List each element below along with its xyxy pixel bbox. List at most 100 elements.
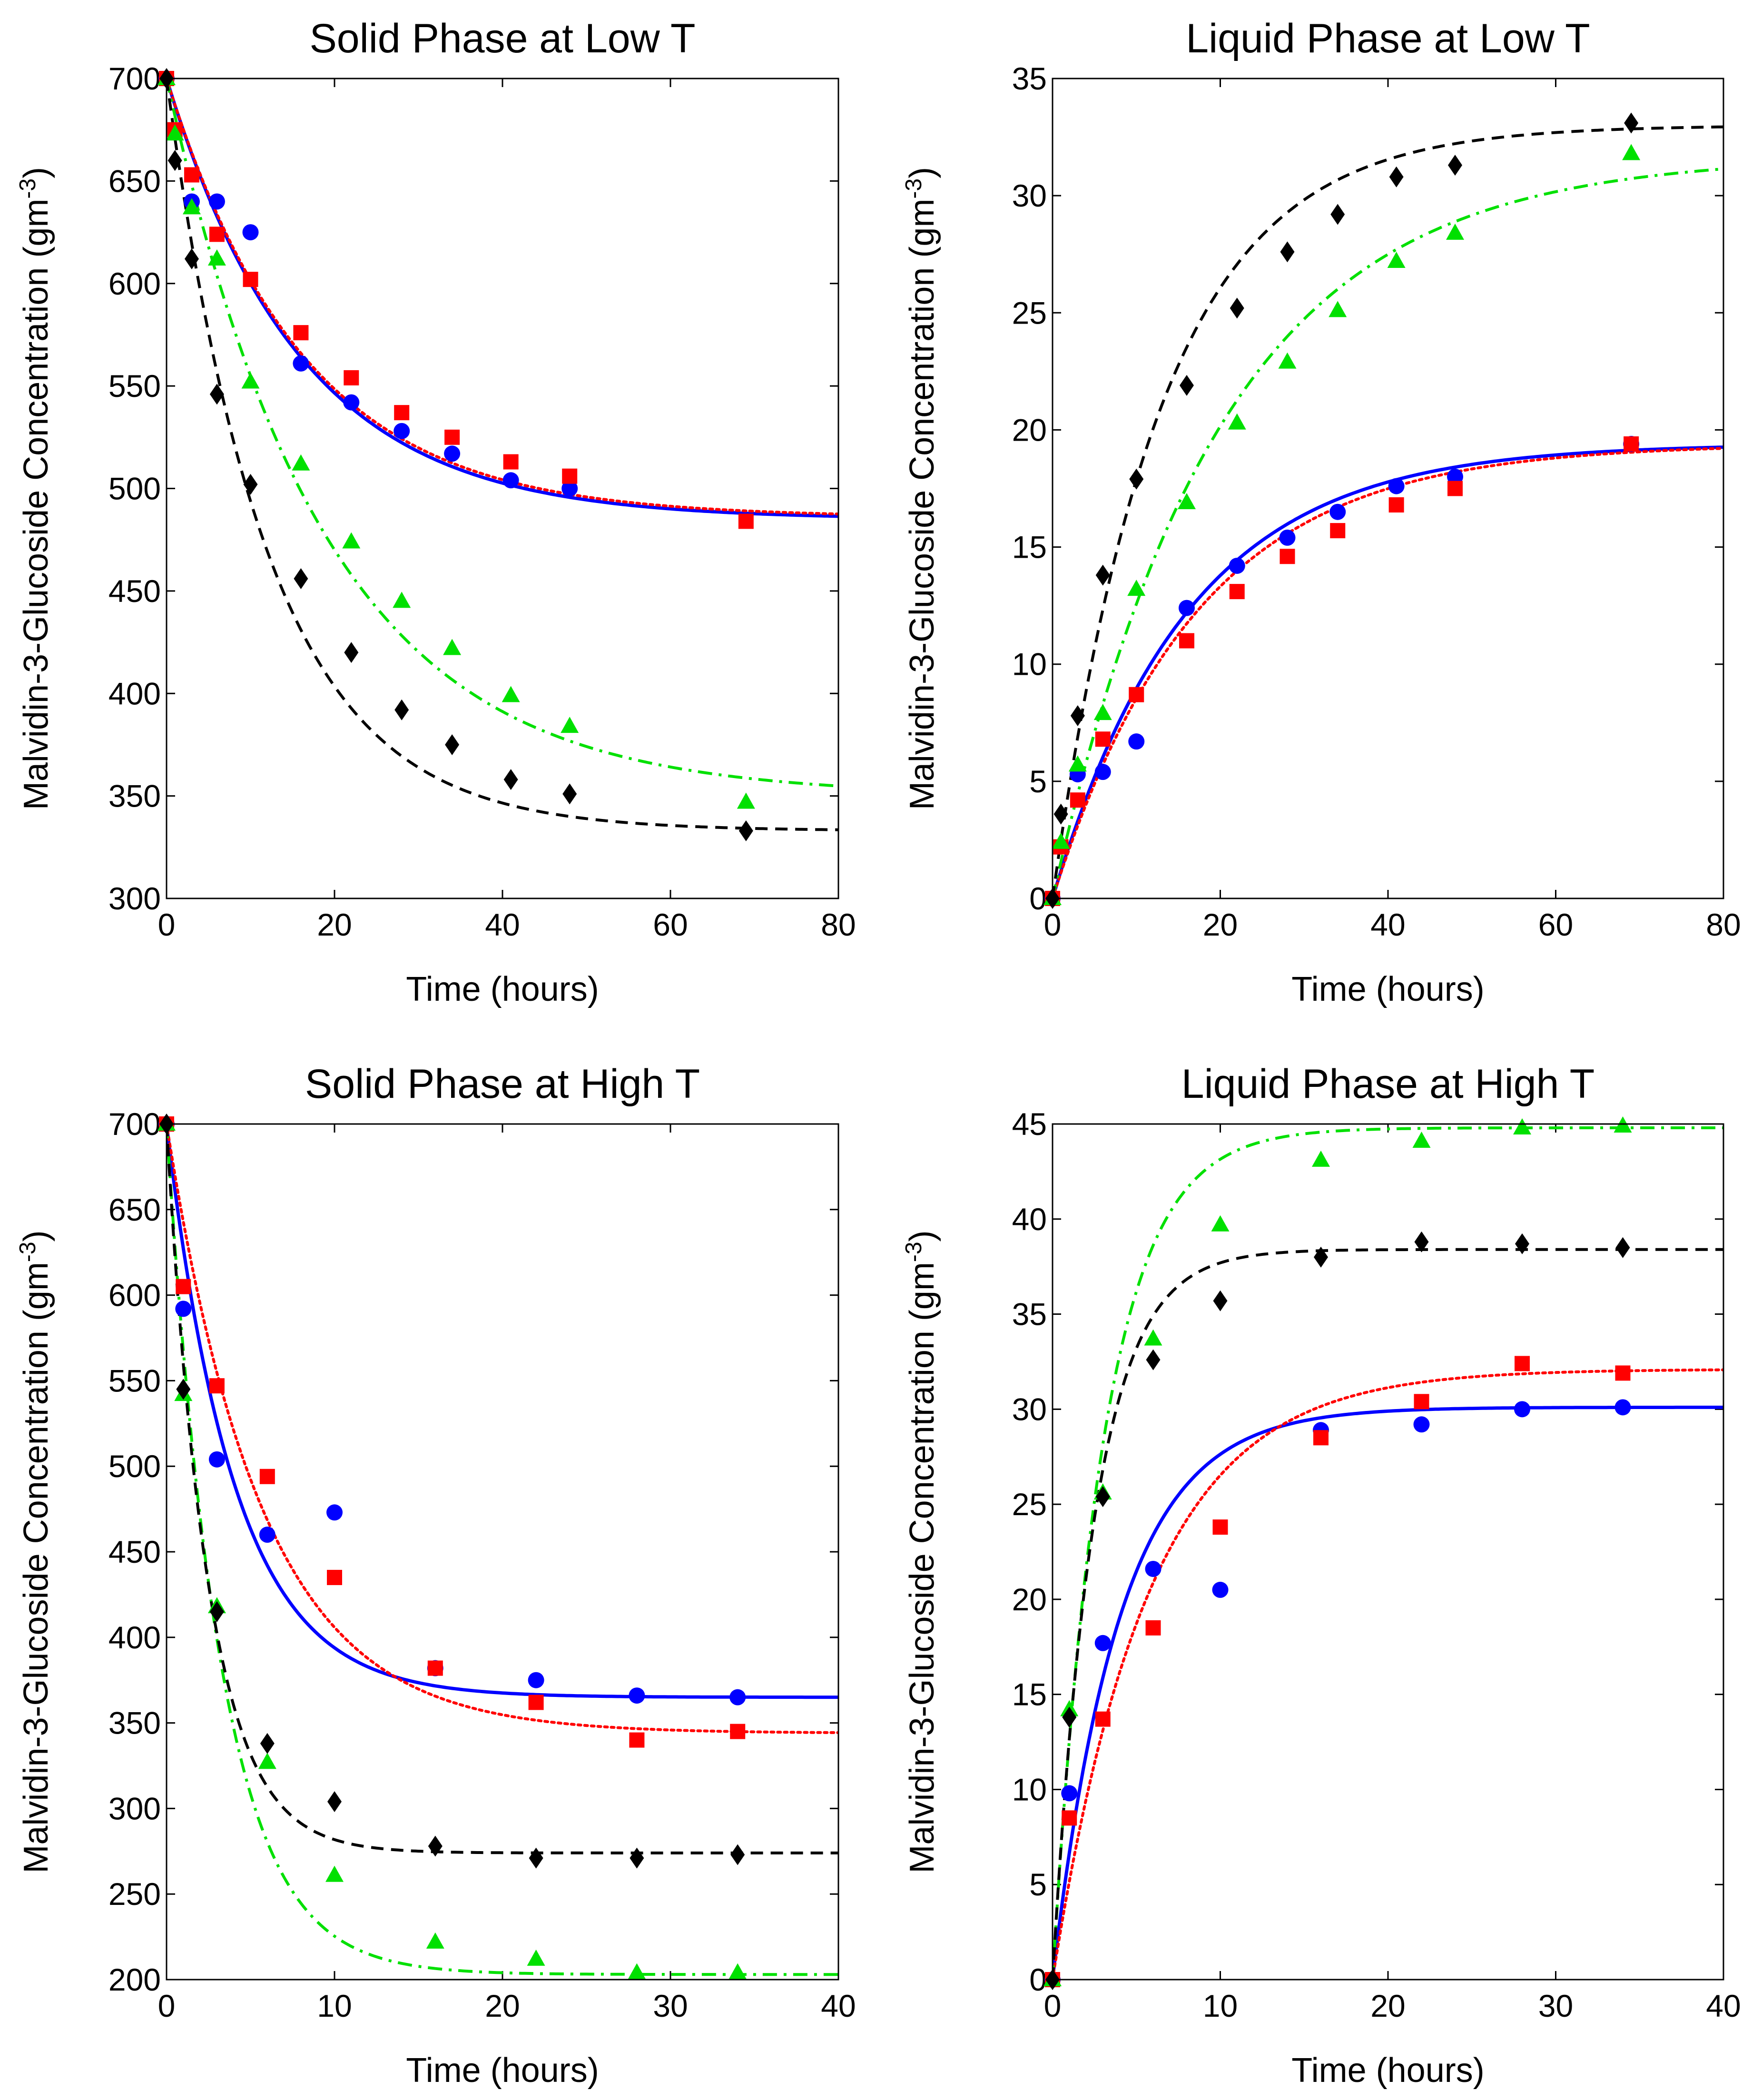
data-point-red [209, 227, 225, 242]
data-point-red [1515, 1356, 1530, 1371]
data-point-green [1211, 1215, 1230, 1232]
data-point-blue [175, 1301, 192, 1317]
data-point-red [629, 1732, 645, 1748]
data-point-black [243, 473, 258, 495]
data-point-green [1278, 352, 1297, 369]
data-point-black [1180, 375, 1194, 396]
y-tick-label: 300 [108, 1791, 161, 1826]
data-point-red [1062, 1810, 1077, 1826]
data-point-black [1230, 297, 1244, 319]
data-point-blue [1179, 600, 1195, 616]
data-point-green [1178, 493, 1196, 510]
data-point-blue [208, 193, 225, 210]
y-tick-label: 400 [108, 676, 161, 711]
fit-curve-green [167, 79, 838, 788]
panel-solid-low-t: Solid Phase at Low T Time (hours) Malvidin… [15, 16, 856, 1008]
x-tick-label: 20 [1370, 1988, 1405, 2023]
data-point-green [561, 717, 579, 733]
data-point-blue [1447, 468, 1463, 485]
data-point-black [1213, 1290, 1228, 1311]
data-point-green [207, 249, 226, 266]
y-tick-label: 0 [1029, 1962, 1047, 1997]
y-tick-label: 600 [108, 266, 161, 301]
data-point-red [1280, 549, 1295, 564]
data-point-red [738, 513, 754, 529]
series-green-markers [1043, 1116, 1632, 1986]
fit-curve-black [167, 79, 838, 831]
data-point-green [1052, 832, 1070, 849]
data-point-red [1388, 497, 1404, 513]
y-axis-label: Malvidin-3-Glucoside Concentration (gm-3… [15, 167, 55, 810]
data-point-blue [293, 355, 309, 372]
fit-curve-black [167, 1124, 838, 1854]
y-axis-label-close: ) [17, 167, 55, 178]
y-axis-label-main: Malvidin-3-Glucoside Concentration (gm [903, 199, 941, 810]
fit-curve-blue [167, 1124, 838, 1699]
fit-curve-red [1053, 447, 1723, 898]
y-tick-label: 15 [1012, 530, 1047, 565]
panel-liquid-high-t: Liquid Phase at High T Time (hours) Malvid… [901, 1061, 1741, 2090]
data-point-blue [1229, 557, 1245, 574]
data-point-black [503, 769, 518, 790]
data-point-red [1179, 633, 1194, 649]
data-point-blue [444, 445, 461, 462]
data-point-red [1145, 1620, 1161, 1636]
x-tick-label: 60 [1538, 907, 1573, 942]
data-point-green [737, 792, 755, 809]
y-tick-label: 450 [108, 1534, 161, 1569]
series-red-markers [1045, 1356, 1631, 1987]
data-point-red [503, 454, 519, 470]
data-point-black [428, 1835, 443, 1857]
data-point-green [502, 686, 520, 702]
data-point-blue [259, 1527, 276, 1543]
y-tick-label: 350 [108, 779, 161, 814]
fit-curve-black [1053, 125, 1723, 898]
data-point-red [528, 1695, 544, 1710]
data-point-blue [326, 1504, 343, 1521]
x-tick-label: 0 [158, 1988, 176, 2023]
data-point-black [1515, 1233, 1529, 1254]
y-tick-label: 300 [108, 881, 161, 916]
y-tick-label: 5 [1029, 764, 1047, 799]
data-point-green [628, 1963, 646, 1980]
x-tick-label: 40 [485, 907, 520, 942]
data-point-blue [1094, 764, 1111, 780]
data-point-black [1615, 1237, 1630, 1258]
x-tick-label: 20 [317, 907, 352, 942]
fit-curve-green [1053, 167, 1723, 898]
y-tick-label: 10 [1012, 647, 1047, 682]
data-point-black [176, 1379, 191, 1400]
data-point-red [184, 167, 199, 183]
data-point-blue [1514, 1401, 1530, 1418]
data-point-green [1312, 1150, 1330, 1167]
data-point-blue [561, 480, 578, 497]
y-tick-label: 20 [1012, 412, 1047, 447]
data-point-red [427, 1660, 443, 1676]
data-point-black [630, 1847, 644, 1869]
data-point-red [1615, 1365, 1631, 1381]
x-tick-label: 60 [653, 907, 688, 942]
data-point-black [1624, 112, 1639, 134]
data-point-black [209, 1601, 224, 1622]
y-tick-label: 35 [1012, 61, 1047, 96]
x-tick-label: 20 [485, 1988, 520, 2023]
data-point-blue [1061, 1785, 1078, 1802]
data-point-green [325, 1865, 344, 1882]
data-point-black [1448, 155, 1462, 176]
data-point-red [176, 1279, 191, 1294]
data-point-green [342, 532, 361, 549]
data-point-red [1330, 523, 1346, 539]
data-point-red [327, 1569, 342, 1585]
data-point-green [1513, 1118, 1531, 1134]
data-point-blue [242, 224, 259, 241]
y-tick-label: 40 [1012, 1202, 1047, 1237]
data-point-red [1624, 436, 1639, 452]
data-point-black [184, 248, 199, 270]
data-point-black [1414, 1231, 1429, 1252]
data-point-blue [394, 423, 410, 439]
x-tick-label: 0 [1044, 1988, 1062, 2023]
fit-curve-red [167, 79, 838, 516]
y-tick-label: 450 [108, 573, 161, 609]
data-point-blue [502, 472, 519, 489]
